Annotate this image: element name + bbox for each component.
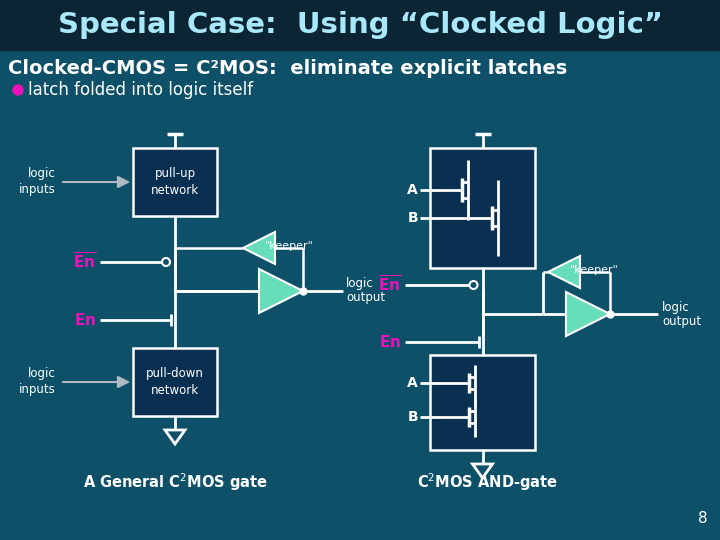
Text: logic: logic: [346, 278, 374, 291]
Bar: [133, 348, 217, 416]
Text: logic: logic: [28, 167, 56, 180]
Bar: [430, 355, 535, 450]
Text: B: B: [408, 211, 418, 225]
Text: output: output: [662, 314, 701, 327]
Polygon shape: [548, 256, 580, 288]
Text: inputs: inputs: [19, 184, 56, 197]
Polygon shape: [472, 464, 492, 478]
Text: Clocked-CMOS = C²MOS:  eliminate explicit latches: Clocked-CMOS = C²MOS: eliminate explicit…: [8, 58, 567, 78]
Text: Special Case:  Using “Clocked Logic”: Special Case: Using “Clocked Logic”: [58, 11, 662, 39]
Polygon shape: [259, 269, 303, 313]
Bar: [133, 148, 217, 216]
Bar: [430, 148, 535, 268]
Polygon shape: [165, 430, 185, 444]
Text: inputs: inputs: [19, 383, 56, 396]
Text: "keeper": "keeper": [570, 265, 618, 275]
Text: latch folded into logic itself: latch folded into logic itself: [28, 81, 253, 99]
Text: $\overline{\mathbf{En}}$: $\overline{\mathbf{En}}$: [378, 275, 401, 295]
Circle shape: [13, 85, 23, 95]
Text: logic: logic: [662, 300, 690, 314]
Bar: [0, 0, 720, 50]
Text: C$^2$MOS AND-gate: C$^2$MOS AND-gate: [417, 471, 558, 493]
Circle shape: [162, 258, 170, 266]
Polygon shape: [243, 232, 275, 264]
Text: 8: 8: [698, 511, 708, 526]
Text: $\mathbf{En}$: $\mathbf{En}$: [379, 334, 401, 350]
Text: B: B: [408, 410, 418, 424]
Text: logic: logic: [28, 368, 56, 381]
Text: pull-up
network: pull-up network: [151, 167, 199, 197]
Text: A General C$^2$MOS gate: A General C$^2$MOS gate: [83, 471, 267, 493]
Text: A: A: [408, 376, 418, 390]
Text: "keeper": "keeper": [264, 241, 313, 251]
Text: A: A: [408, 183, 418, 197]
Circle shape: [469, 281, 477, 289]
Text: $\overline{\mathbf{En}}$: $\overline{\mathbf{En}}$: [73, 252, 96, 272]
Text: $\mathbf{En}$: $\mathbf{En}$: [74, 312, 96, 328]
Text: output: output: [346, 292, 385, 305]
Text: pull-down
network: pull-down network: [146, 367, 204, 397]
Polygon shape: [566, 292, 610, 336]
